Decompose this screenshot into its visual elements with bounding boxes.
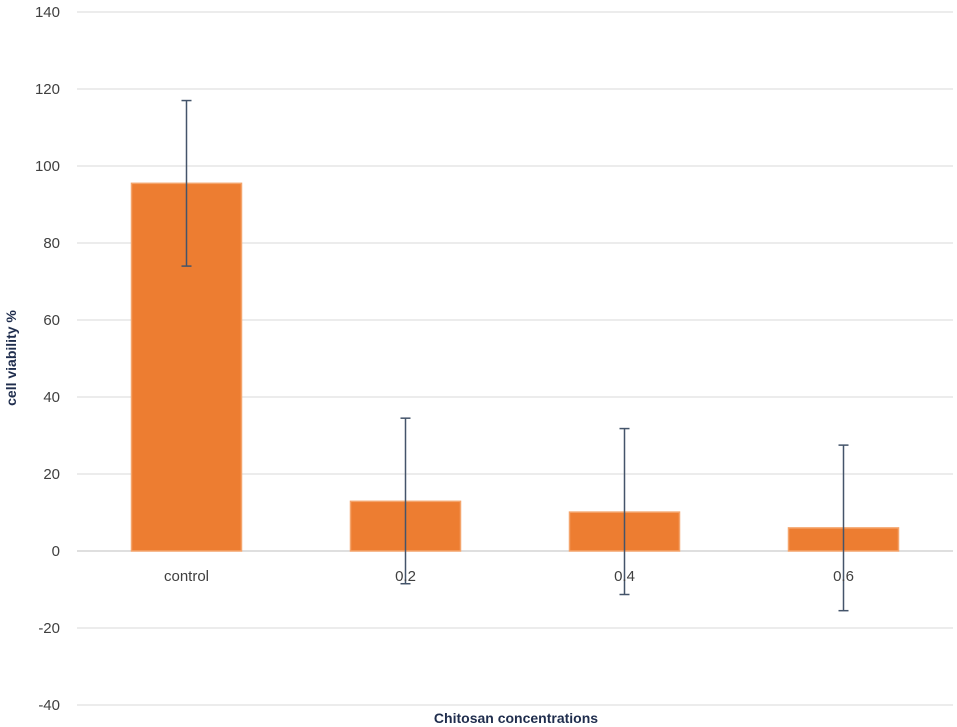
- y-tick-label: -40: [38, 697, 60, 714]
- error-bar: [619, 427, 630, 596]
- y-tick-label: 80: [43, 235, 60, 252]
- x-category-label: 0.6: [833, 568, 854, 585]
- y-tick-label: 120: [35, 81, 60, 98]
- y-axis-title: cell viability %: [3, 310, 19, 406]
- bars: [130, 182, 900, 552]
- x-category-label: control: [164, 568, 209, 585]
- error-bar: [400, 417, 411, 585]
- y-tick-label: 60: [43, 312, 60, 329]
- error-bar: [838, 444, 849, 612]
- error-bars: [181, 99, 849, 612]
- x-category-label: 0.2: [395, 568, 416, 585]
- y-tick-label: 40: [43, 389, 60, 406]
- y-tick-label: 140: [35, 4, 60, 21]
- x-axis-title: Chitosan concentrations: [434, 710, 598, 726]
- y-tick-label: 20: [43, 466, 60, 483]
- x-axis-categories: control 0.2 0.4 0.6: [164, 568, 854, 585]
- x-category-label: 0.4: [614, 568, 635, 585]
- error-bar: [181, 99, 192, 267]
- y-tick-label: 100: [35, 158, 60, 175]
- y-axis-ticks: -40 -20 0 20 40 60 80 100 120 140: [35, 4, 60, 714]
- y-tick-label: -20: [38, 620, 60, 637]
- y-tick-label: 0: [52, 543, 60, 560]
